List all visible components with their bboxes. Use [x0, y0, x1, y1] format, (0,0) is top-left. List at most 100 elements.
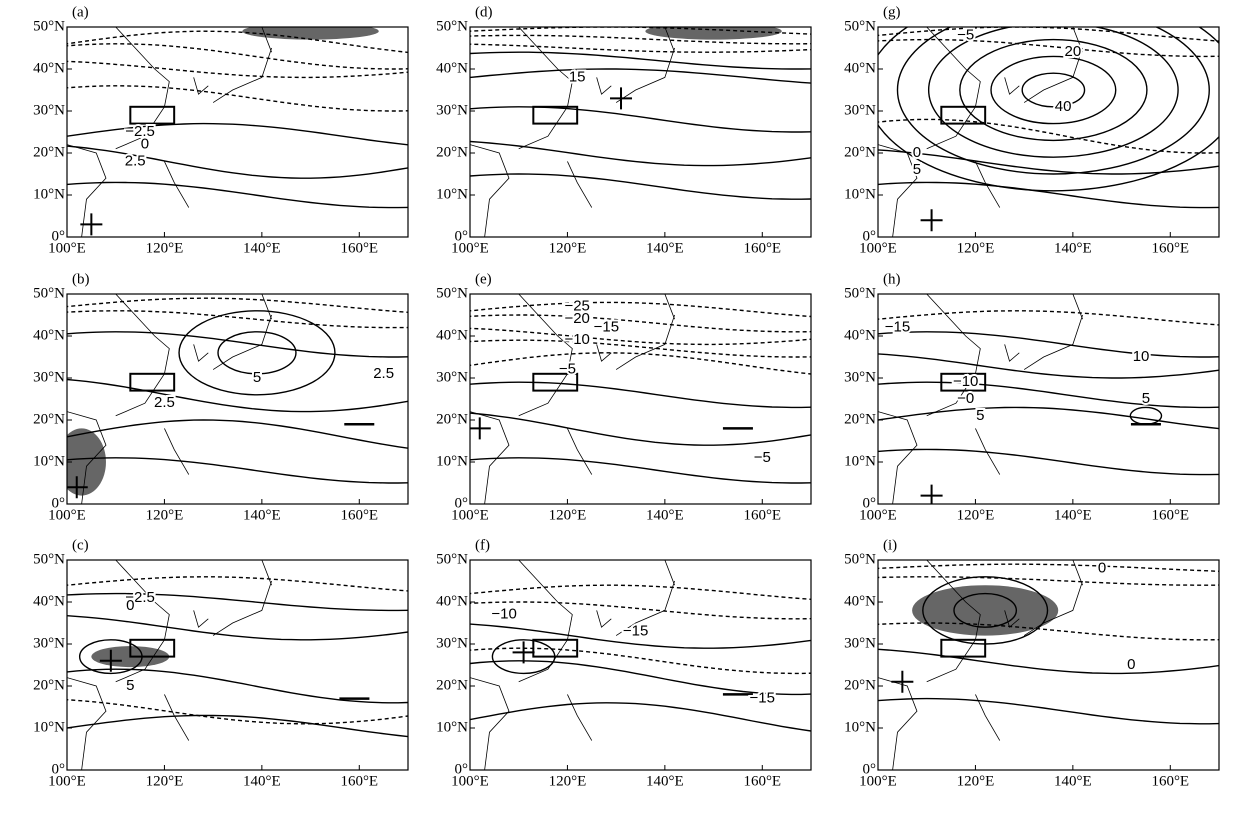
plus-marker [920, 209, 943, 232]
y-tick-label: 50°N [844, 551, 876, 567]
plus-marker [470, 417, 491, 440]
contour-label: −2.5 [125, 123, 155, 140]
x-tick-label: 140°E [243, 773, 281, 789]
contour-label: −5 [754, 449, 771, 466]
y-tick-label: 0° [863, 495, 877, 511]
y-tick-label: 50°N [436, 551, 468, 567]
y-tick-label: 10°N [844, 453, 876, 469]
contour [990, 55, 1117, 125]
contour [878, 181, 1219, 209]
x-tick-label: 160°E [743, 507, 781, 523]
map-panel: 5 2.5 2.5 (b) 100°E 120°E 140°E 160°E 0° 10°N 20°N… [33, 271, 409, 523]
x-tick-label: 120°E [957, 240, 995, 256]
panel-label: (b) [72, 271, 90, 287]
contour [878, 697, 1219, 725]
contour [470, 584, 811, 601]
panel-label: (c) [72, 537, 89, 553]
contour [896, 27, 1210, 175]
map-panel: 00(i)100°E 120°E 140°E 160°E0°10°N20°N30°N4… [844, 537, 1220, 789]
y-tick-label: 10°N [33, 186, 65, 202]
contour-label: 40 [1055, 98, 1072, 115]
x-tick-label: 100°E [859, 240, 897, 256]
y-tick-label: 40°N [436, 593, 468, 609]
x-tick-label: 100°E [859, 507, 897, 523]
x-tick-label: 120°E [146, 773, 184, 789]
contour [953, 592, 1018, 628]
contour-label: 20 [1065, 43, 1082, 60]
x-tick-label: 100°E [48, 240, 86, 256]
contour [470, 43, 811, 53]
region-box [129, 372, 176, 392]
y-tick-label: 0° [455, 228, 469, 244]
panel-label: (h) [883, 271, 901, 287]
x-tick-label: 100°E [451, 773, 489, 789]
contour [470, 702, 811, 732]
x-tick-label: 140°E [1054, 240, 1092, 256]
y-tick-label: 0° [863, 761, 877, 777]
y-tick-label: 40°N [436, 327, 468, 343]
y-tick-label: 40°N [844, 327, 876, 343]
x-tick-label: 140°E [646, 773, 684, 789]
contour [928, 27, 1179, 158]
coastline [67, 27, 272, 237]
y-tick-label: 20°N [844, 144, 876, 160]
region-box [940, 638, 987, 658]
contour-label: −10 [953, 373, 978, 390]
contour [67, 698, 408, 725]
contour [67, 419, 408, 449]
contour [470, 301, 811, 318]
contour [67, 85, 408, 112]
frame [469, 26, 812, 238]
x-tick-label: 120°E [957, 507, 995, 523]
contour [878, 27, 1219, 42]
coastline [67, 294, 272, 504]
y-tick-label: 20°N [33, 144, 65, 160]
contour [878, 648, 1219, 675]
contour [878, 448, 1219, 476]
map-content: −5 20 40 05 [878, 27, 1219, 237]
contour-label: 0 [1098, 559, 1106, 576]
map-content: 00 [878, 559, 1219, 770]
contour-label: 15 [569, 68, 586, 85]
panel-label: (g) [883, 4, 901, 20]
contour [878, 149, 1219, 175]
frame [66, 26, 409, 238]
map-content: −25−20 −15 −10 −5 −5 [470, 294, 811, 504]
region-box [532, 105, 579, 125]
contour-label: −20 [564, 310, 589, 327]
x-tick-label: 120°E [957, 773, 995, 789]
frame [66, 559, 409, 771]
panel-label: (i) [883, 537, 897, 553]
y-tick-label: 0° [52, 761, 66, 777]
contour [878, 563, 1219, 573]
x-tick-label: 140°E [1054, 507, 1092, 523]
y-tick-label: 30°N [33, 102, 65, 118]
contour [878, 576, 1219, 586]
contour-label: −15 [885, 319, 910, 336]
x-tick-label: 120°E [146, 507, 184, 523]
map-panel: −25−20 −15 −10 −5 −5 (e) 100°E 120°E 140°E 160°E 0… [436, 271, 812, 523]
x-tick-label: 120°E [549, 240, 587, 256]
map-content: −2.502.5 [67, 27, 408, 237]
contour-label: −10 [491, 606, 516, 623]
y-tick-label: 20°N [436, 411, 468, 427]
contour [470, 339, 811, 358]
map-panel: −10 −15 −15 (f) 100°E 120°E 140°E 160°E 0° 10°N 20… [436, 537, 812, 789]
y-tick-label: 10°N [844, 186, 876, 202]
panel-label: (f) [475, 537, 490, 553]
contour [470, 106, 811, 133]
panel-label: (e) [475, 271, 492, 287]
contour [470, 601, 811, 620]
contour [878, 406, 1219, 430]
contour [67, 457, 408, 484]
contour [470, 412, 811, 446]
contour [878, 381, 1219, 409]
x-tick-label: 160°E [743, 773, 781, 789]
y-tick-label: 0° [863, 228, 877, 244]
contour [470, 381, 811, 409]
x-tick-label: 160°E [1151, 507, 1189, 523]
y-tick-label: 10°N [33, 453, 65, 469]
contour-label: 10 [1133, 348, 1150, 365]
